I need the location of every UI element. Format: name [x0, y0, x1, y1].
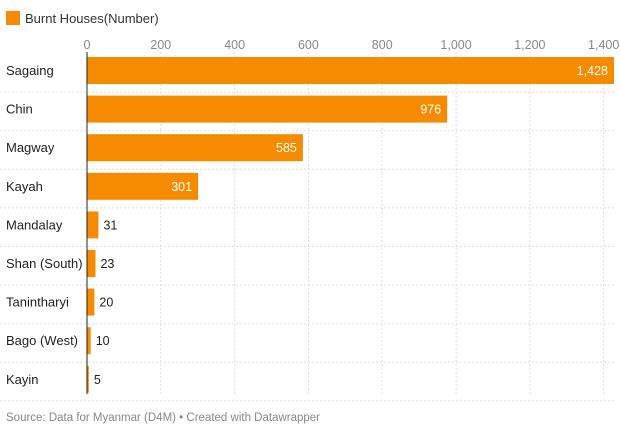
category-label: Shan (South): [6, 256, 83, 271]
category-label: Sagaing: [6, 63, 54, 78]
x-tick-label: 800: [372, 38, 393, 52]
bar: [87, 365, 89, 393]
bar-value-label: 10: [96, 334, 110, 348]
category-label: Bago (West): [6, 333, 78, 348]
x-tick-label: 0: [84, 38, 91, 52]
bar-value-label: 5: [94, 373, 101, 387]
x-tick-label: 400: [224, 38, 245, 52]
category-label: Kayin: [6, 372, 39, 387]
category-label: Mandalay: [6, 217, 63, 232]
bar: [87, 57, 614, 84]
bar-value-label: 1,428: [577, 64, 608, 78]
bar: [87, 250, 96, 277]
bar-value-label: 301: [171, 180, 192, 194]
bar: [87, 95, 448, 123]
bar: [87, 327, 91, 355]
bar-value-label: 31: [103, 218, 117, 232]
x-tick-label: 1,400: [588, 38, 619, 52]
x-tick-label: 1,000: [440, 38, 471, 52]
bar-value-label: 585: [276, 141, 297, 155]
bar-value-label: 23: [100, 257, 114, 271]
bar-value-label: 976: [420, 103, 441, 117]
source-note: Source: Data for Myanmar (D4M) • Created…: [6, 412, 320, 424]
legend-label: Burnt Houses(Number): [25, 10, 159, 26]
legend: Burnt Houses(Number): [6, 9, 159, 27]
x-tick-label: 200: [150, 38, 171, 52]
bar-chart: 0 200 400 600 800 1,000 1,200 1,400 Sagaing 1,428…: [0, 38, 619, 402]
x-tick-label: 1,200: [514, 38, 545, 52]
category-label: Magway: [6, 140, 55, 155]
category-label: Chin: [6, 102, 33, 117]
bar: [87, 172, 199, 200]
x-tick-label: 600: [298, 38, 319, 52]
category-label: Tanintharyi: [6, 295, 69, 310]
legend-swatch: [6, 11, 20, 25]
bar-value-label: 20: [99, 296, 113, 310]
bar: [87, 211, 99, 239]
category-label: Kayah: [6, 179, 43, 194]
bar: [87, 288, 95, 316]
bar: [87, 134, 303, 162]
